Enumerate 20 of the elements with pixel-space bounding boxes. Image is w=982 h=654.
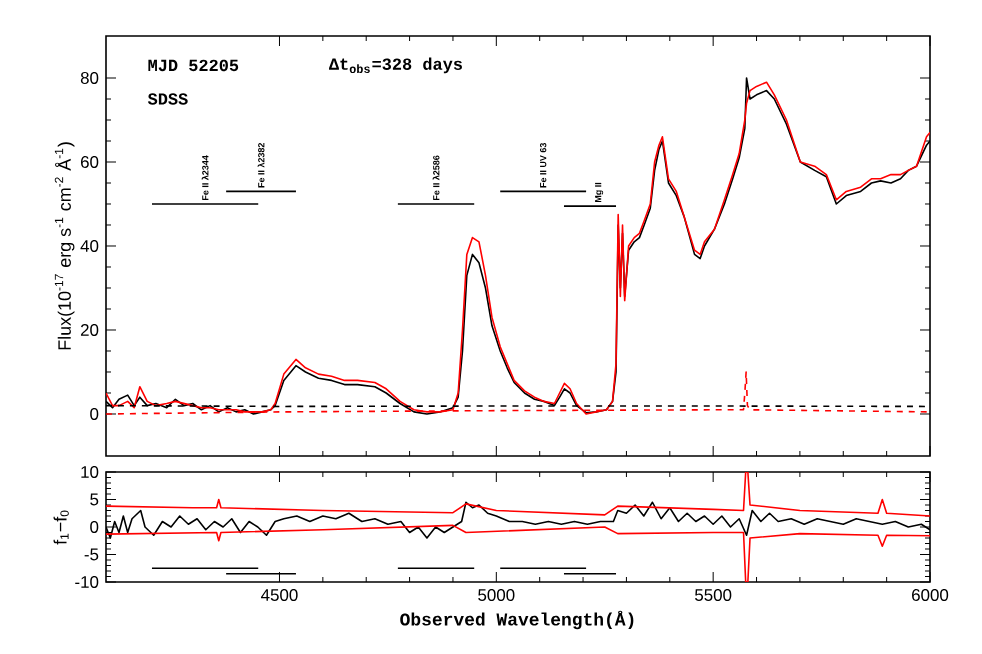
y-tick-label: -5 bbox=[84, 548, 99, 561]
y-tick-label: 0 bbox=[90, 521, 99, 533]
y-tick-label: 5 bbox=[90, 493, 99, 506]
annotation: Δt$_{obs}$=328 days bbox=[329, 57, 462, 74]
y-tick-label: 10 bbox=[81, 466, 99, 478]
y-tick-label: 60 bbox=[81, 156, 99, 168]
x-tick-label: 5000 bbox=[478, 589, 515, 602]
annotation: SDSS bbox=[147, 93, 188, 105]
y-axis-title: f$_{1}$−f$_{0}$ bbox=[53, 510, 69, 545]
x-tick-label: 6000 bbox=[912, 589, 949, 602]
y-tick-label: 0 bbox=[90, 408, 99, 420]
text: Flux(10$^{-17}$ erg s$^{-1}$ cm$^{-2}$ Å$^{-1}$) bbox=[54, 142, 75, 350]
x-tick-label: 5500 bbox=[695, 589, 732, 602]
annotation: MJD 52205 bbox=[148, 59, 239, 72]
x-tick-label: 4500 bbox=[261, 589, 298, 602]
y-tick-label: 80 bbox=[80, 72, 99, 84]
y-tick-label: 20 bbox=[80, 324, 99, 336]
y-tick-label: -10 bbox=[75, 576, 99, 588]
x-axis-title: Observed Wavelength(Å) bbox=[400, 610, 634, 630]
y-tick-label: 40 bbox=[80, 240, 99, 252]
